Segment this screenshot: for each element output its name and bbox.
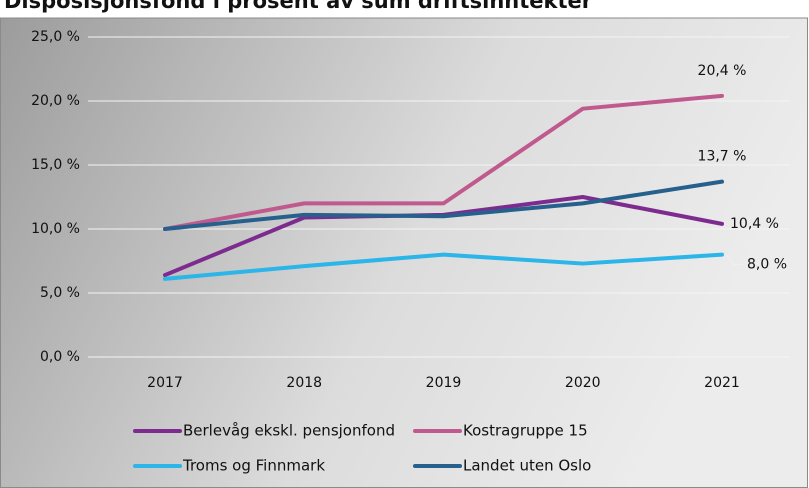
x-tick-label: 2017 xyxy=(147,375,183,391)
data-label: 13,7 % xyxy=(698,149,747,165)
y-tick-label: 5,0 % xyxy=(40,285,80,301)
data-label: 10,4 % xyxy=(730,216,779,232)
series-line xyxy=(163,93,724,231)
series-line xyxy=(163,252,724,281)
x-tick-label: 2019 xyxy=(426,375,462,391)
y-tick-label: 20,0 % xyxy=(31,93,80,109)
data-label: 8,0 % xyxy=(747,257,787,273)
x-tick-label: 2020 xyxy=(565,375,601,391)
plot-background xyxy=(0,17,808,488)
x-tick-label: 2021 xyxy=(704,375,740,391)
leader-line xyxy=(725,254,744,266)
y-tick-label: 25,0 % xyxy=(31,29,80,45)
legend-label: Troms og Finnmark xyxy=(182,457,325,475)
y-tick-label: 15,0 % xyxy=(31,157,80,173)
series-line xyxy=(163,179,724,231)
legend-label: Kostragruppe 15 xyxy=(463,422,588,440)
chart-title: Disposisjonsfond i prosent av sum drifts… xyxy=(4,0,593,13)
legend-label: Landet uten Oslo xyxy=(463,457,591,475)
x-tick-label: 2018 xyxy=(286,375,322,391)
y-tick-label: 0,0 % xyxy=(40,349,80,365)
legend-label: Berlevåg ekskl. pensjonfond xyxy=(183,422,395,440)
y-tick-label: 10,0 % xyxy=(31,221,80,237)
data-label: 20,4 % xyxy=(698,63,747,79)
